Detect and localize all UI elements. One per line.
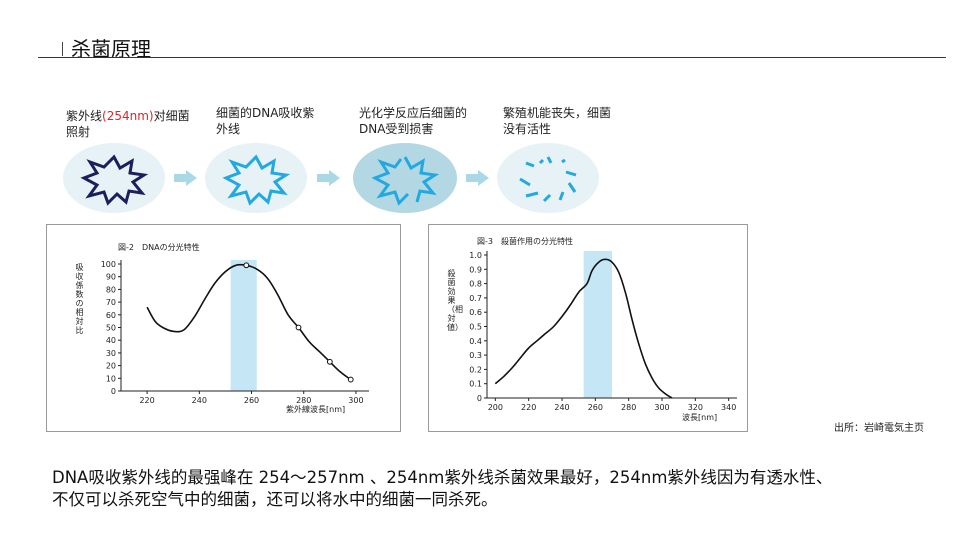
y-axis-label: 吸収係数の相対比 xyxy=(75,263,84,335)
bacteria-inactive-icon xyxy=(497,143,599,213)
y-tick-label: 0 xyxy=(477,394,482,403)
burst-star-dark xyxy=(80,154,149,206)
step-3-text: 光化学反应后细菌的DNA受到损害 xyxy=(359,106,468,136)
bacteria-irradiated-icon xyxy=(63,143,165,213)
x-tick-label: 260 xyxy=(244,396,259,405)
x-tick-label: 240 xyxy=(554,403,569,412)
data-point xyxy=(326,358,333,365)
y-tick-label: 0.4 xyxy=(469,337,482,346)
arrow-right-icon xyxy=(317,170,340,186)
fragmented-star xyxy=(519,156,577,203)
y-tick-label: 50 xyxy=(106,324,116,333)
x-tick-label: 300 xyxy=(654,403,669,412)
burst-star-light xyxy=(222,154,291,206)
y-tick-label: 30 xyxy=(106,349,116,358)
dna-absorption-chart: 0 10 20 30 40 50 60 70 80 90 100 220 240 260 280 300 図-… xyxy=(46,224,401,432)
x-tick-label: 280 xyxy=(296,396,311,405)
x-tick-label: 240 xyxy=(192,396,207,405)
step-4-text: 繁殖机能丧失，细菌没有活性 xyxy=(503,106,612,136)
y-tick-label: 70 xyxy=(106,298,116,307)
broken-star xyxy=(403,156,440,203)
data-point xyxy=(295,324,302,331)
y-tick-label: 0.3 xyxy=(469,351,482,360)
germicidal-effect-plot: 0 0.1 0.2 0.3 0.4 0.5 0.6 0.7 0.8 0.9 1.0 200 220 240… xyxy=(469,251,737,412)
x-tick-label: 200 xyxy=(488,403,503,412)
y-tick-label: 90 xyxy=(106,273,116,282)
data-point xyxy=(243,262,250,269)
y-tick-label: 1.0 xyxy=(469,251,482,260)
bacteria-damaged-icon xyxy=(353,143,457,213)
source-credit: 出所：岩崎電気主页 xyxy=(834,423,924,434)
highlight-band xyxy=(230,260,257,391)
title-accent-bar xyxy=(62,42,63,56)
step-2-text: 细菌的DNA吸收紫外线 xyxy=(216,106,315,136)
arrow-right-icon xyxy=(466,170,489,186)
step-1-text: 紫外线(254nm)对细菌照射 xyxy=(66,109,190,139)
y-tick-label: 20 xyxy=(106,362,116,371)
y-tick-label: 0.2 xyxy=(469,365,482,374)
y-tick-label: 10 xyxy=(106,374,116,383)
y-tick-label: 100 xyxy=(101,260,116,269)
germicidal-effect-chart: 0 0.1 0.2 0.3 0.4 0.5 0.6 0.7 0.8 0.9 1.0 200 220 240… xyxy=(428,224,748,432)
x-axis-label: 波長[nm] xyxy=(682,413,718,422)
bacteria-absorbing-icon xyxy=(205,143,307,213)
y-tick-label: 0.5 xyxy=(469,323,482,332)
y-tick-label: 60 xyxy=(106,311,116,320)
dna-absorption-plot: 0 10 20 30 40 50 60 70 80 90 100 220 240 260 280 300 xyxy=(101,260,369,405)
x-tick-label: 220 xyxy=(521,403,536,412)
y-tick-label: 0.6 xyxy=(469,308,482,317)
y-tick-label: 0 xyxy=(111,387,116,396)
y-tick-label: 0.7 xyxy=(469,294,482,303)
x-axis-label: 紫外線波長[nm] xyxy=(286,405,346,414)
step-1-highlight: (254nm) xyxy=(102,109,154,123)
x-tick-label: 340 xyxy=(721,403,736,412)
y-tick-label: 40 xyxy=(106,336,116,345)
x-tick-label: 280 xyxy=(621,403,636,412)
description-line-1: DNA吸收紫外线的最强峰在 254～257nm 、254nm紫外线杀菌效果最好，… xyxy=(52,468,833,487)
chart-title: 図-3 殺菌作用の分光特性 xyxy=(477,237,573,246)
x-tick-label: 320 xyxy=(688,403,703,412)
data-point xyxy=(347,376,354,383)
description-line-2: 不仅可以杀死空气中的细菌，还可以将水中的细菌一同杀死。 xyxy=(52,490,498,509)
x-tick-label: 260 xyxy=(588,403,603,412)
y-axis-label: 殺菌効果（相対値） xyxy=(447,269,463,332)
description-text: DNA吸收紫外线的最强峰在 254～257nm 、254nm紫外线杀菌效果最好，… xyxy=(52,467,932,511)
x-tick-label: 220 xyxy=(139,396,154,405)
series-line xyxy=(494,258,673,399)
y-tick-label: 0.9 xyxy=(469,265,482,274)
title-divider xyxy=(38,57,946,58)
y-tick-label: 80 xyxy=(106,285,116,294)
y-tick-label: 0.1 xyxy=(469,380,482,389)
y-tick-label: 0.8 xyxy=(469,280,482,289)
chart-title: 図-2 DNAの分光特性 xyxy=(118,243,200,252)
x-tick-label: 300 xyxy=(348,396,363,405)
highlight-band xyxy=(583,251,612,398)
arrow-right-icon xyxy=(174,170,197,186)
